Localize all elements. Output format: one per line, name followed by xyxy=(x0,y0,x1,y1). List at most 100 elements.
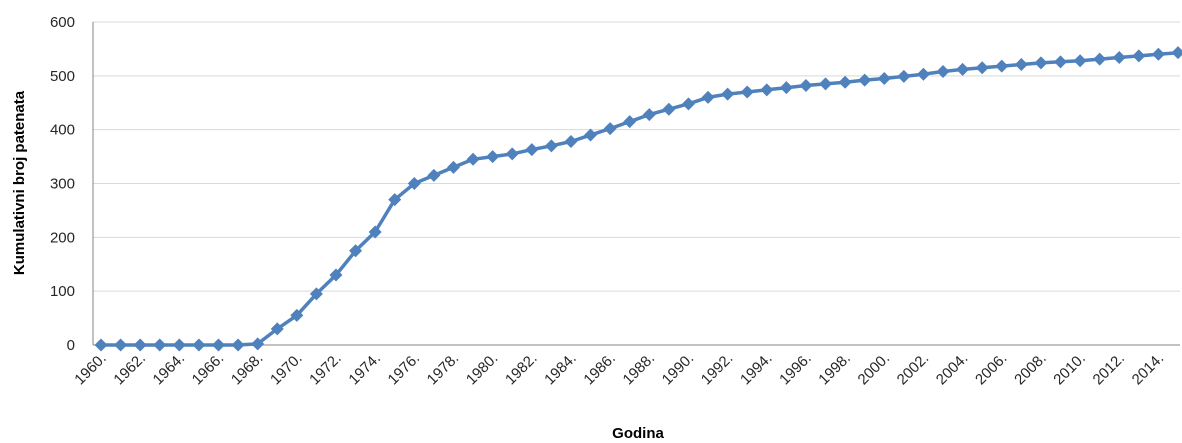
y-tick-label: 600 xyxy=(50,14,75,31)
y-tick-label: 0 xyxy=(67,337,75,354)
data-point-marker xyxy=(1093,52,1107,66)
data-point-marker xyxy=(1073,54,1087,68)
data-point-marker xyxy=(681,97,695,111)
data-point-marker xyxy=(916,67,930,81)
data-point-marker xyxy=(897,69,911,83)
data-point-marker xyxy=(1054,55,1068,69)
x-tick-label: 2002. xyxy=(894,350,933,389)
data-point-marker xyxy=(956,62,970,76)
y-tick-label: 400 xyxy=(50,122,75,139)
data-point-marker xyxy=(721,87,735,101)
data-point-marker xyxy=(446,160,460,174)
x-tick-label: 2000. xyxy=(855,350,894,389)
data-point-marker xyxy=(584,128,598,142)
x-axis-ticks: 1960. 1962. 1964. 1966. 1968. 1970. 1972. 1974.… xyxy=(71,350,1167,389)
data-point-marker xyxy=(1112,51,1126,65)
data-point-marker xyxy=(623,115,637,129)
x-tick-label: 1970. xyxy=(267,350,306,389)
data-point-marker xyxy=(662,102,676,116)
x-tick-label: 1988. xyxy=(620,350,659,389)
gridlines xyxy=(93,21,1180,292)
data-point-marker xyxy=(995,59,1009,73)
data-point-marker xyxy=(407,177,421,190)
data-point-marker xyxy=(133,338,147,352)
x-tick-label: 1998. xyxy=(815,350,854,389)
data-point-marker xyxy=(192,338,206,352)
data-point-marker xyxy=(564,135,578,149)
data-point-marker xyxy=(172,338,186,352)
x-tick-label: 1980. xyxy=(463,350,502,389)
data-point-marker xyxy=(525,143,539,157)
data-point-marker xyxy=(349,244,363,258)
x-tick-label: 2006. xyxy=(972,350,1011,389)
y-tick-label: 500 xyxy=(50,68,75,85)
data-point-marker xyxy=(975,61,989,75)
x-tick-label: 1974. xyxy=(345,350,384,389)
x-tick-label: 2010. xyxy=(1050,350,1089,389)
data-point-marker xyxy=(799,79,813,93)
series-group xyxy=(94,46,1182,352)
x-tick-label: 2012. xyxy=(1090,350,1129,389)
data-point-marker xyxy=(368,225,382,239)
x-tick-label: 1982. xyxy=(502,350,541,389)
x-tick-label: 1992. xyxy=(698,350,737,389)
y-tick-label: 200 xyxy=(50,229,75,246)
data-point-marker xyxy=(701,90,715,104)
data-point-marker xyxy=(329,268,343,282)
y-tick-label: 300 xyxy=(50,176,75,193)
data-point-marker xyxy=(231,338,245,352)
data-point-marker xyxy=(427,168,441,182)
data-point-marker xyxy=(505,147,519,161)
y-axis-ticks: 0 100 200 300 400 500 600 xyxy=(50,14,75,354)
data-point-marker xyxy=(466,152,480,166)
x-tick-label: 1964. xyxy=(150,350,189,389)
data-point-marker xyxy=(1014,58,1028,72)
data-point-marker xyxy=(1171,46,1182,60)
data-point-marker xyxy=(290,308,304,322)
x-tick-label: 1966. xyxy=(189,350,228,389)
data-point-marker xyxy=(153,338,167,352)
data-point-marker xyxy=(877,72,891,86)
x-tick-label: 1990. xyxy=(659,350,698,389)
y-axis-title: Kumulativni broj patenata xyxy=(11,90,28,275)
x-tick-label: 1996. xyxy=(776,350,815,389)
data-point-marker xyxy=(251,337,265,351)
x-axis-title: Godina xyxy=(612,425,664,442)
x-tick-label: 1994. xyxy=(737,350,776,389)
data-point-marker xyxy=(642,108,656,122)
data-point-marker xyxy=(211,338,225,352)
data-point-marker xyxy=(838,75,852,89)
data-point-marker xyxy=(270,322,284,336)
x-axis xyxy=(92,22,1180,346)
data-point-marker xyxy=(819,77,833,91)
data-point-marker xyxy=(486,150,500,164)
x-tick-label: 1986. xyxy=(580,350,619,389)
data-point-marker xyxy=(309,287,323,301)
x-tick-label: 1976. xyxy=(385,350,424,389)
data-point-marker xyxy=(779,81,793,95)
x-tick-label: 1984. xyxy=(541,350,580,389)
data-point-marker xyxy=(1034,56,1048,70)
data-point-marker xyxy=(603,122,617,136)
data-point-marker xyxy=(1132,49,1146,63)
data-point-marker xyxy=(1151,47,1165,61)
data-point-marker xyxy=(760,83,774,97)
x-tick-label: 1972. xyxy=(306,350,345,389)
x-tick-label: 1968. xyxy=(228,350,267,389)
x-tick-label: 2014. xyxy=(1129,350,1168,389)
data-point-marker xyxy=(114,338,128,352)
data-point-marker xyxy=(858,73,872,87)
data-point-marker xyxy=(544,139,558,153)
x-tick-label: 1978. xyxy=(424,350,463,389)
x-tick-label: 2008. xyxy=(1011,350,1050,389)
data-point-marker xyxy=(740,85,754,99)
x-tick-label: 1962. xyxy=(110,350,149,389)
x-tick-label: 1960. xyxy=(71,350,110,389)
x-tick-label: 2004. xyxy=(933,350,972,389)
data-point-marker xyxy=(388,193,402,207)
series-line xyxy=(101,50,1179,347)
y-tick-label: 100 xyxy=(50,283,75,300)
data-point-marker xyxy=(94,338,108,352)
data-point-marker xyxy=(936,65,950,79)
